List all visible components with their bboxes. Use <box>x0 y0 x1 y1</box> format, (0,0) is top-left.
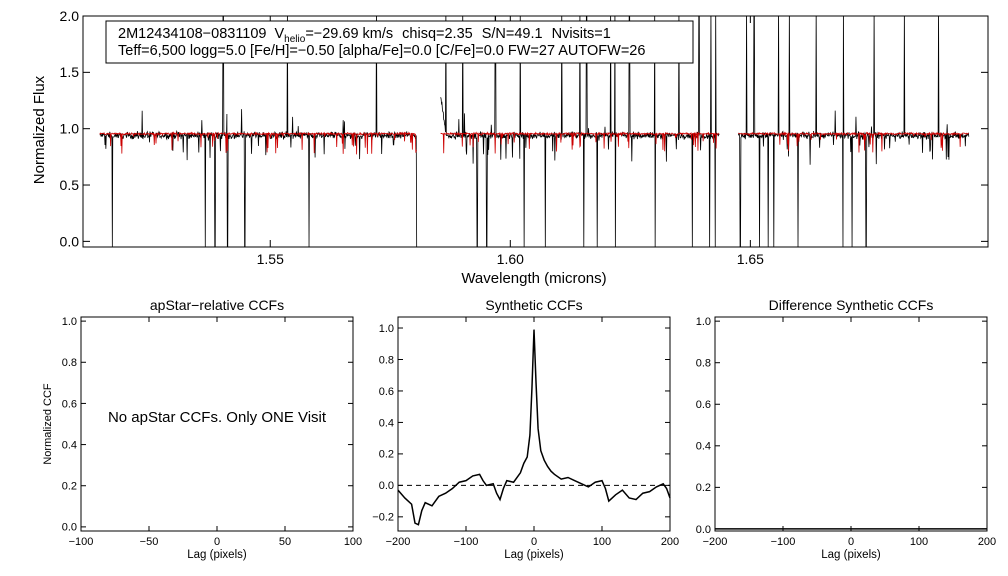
apstar-ccf-title: apStar−relative CCFs <box>150 297 284 313</box>
difference-ccf-y-tick-label: 0.8 <box>696 358 711 370</box>
synthetic-spectrum-line <box>99 131 969 155</box>
difference-ccf-y-tick-label: 0.4 <box>696 441 711 453</box>
apstar-ccf-y-tick-label: 0.2 <box>62 481 77 493</box>
annotation-star-id: 2M12434108−0831109 <box>118 26 267 42</box>
apstar-ccf-panel: −100 −50 0 50 100 0.0 0.2 0.4 0.6 0.8 1.0 apStar−r… <box>42 297 362 561</box>
synthetic-ccf-y-tick-label: −0.2 <box>372 512 394 524</box>
synthetic-ccf-y-tick-label: 0.2 <box>379 449 394 461</box>
apstar-ccf-y-tick-label: 0.8 <box>62 357 77 369</box>
synthetic-ccf-line <box>397 329 671 526</box>
spectrum-y-tick-label: 1.0 <box>60 121 80 137</box>
synthetic-ccf-title: Synthetic CCFs <box>485 297 582 313</box>
spectrum-plot-frame <box>82 15 989 248</box>
apstar-ccf-y-tick-label: 1.0 <box>62 316 77 328</box>
synthetic-ccf-ticks: −200 −100 0 100 200 −0.2 0.0 0.2 0.4 0.6 0.8 1.0 <box>372 317 679 548</box>
difference-ccf-y-tick-label: 0.0 <box>696 524 711 536</box>
apstar-ccf-x-tick-label: 50 <box>279 536 291 548</box>
difference-ccf-x-tick-label: 0 <box>848 536 854 548</box>
apstar-ccf-y-tick-label: 0.0 <box>62 522 77 534</box>
annotation-v-symbol: V <box>275 26 285 42</box>
spectrum-y-tick-label: 2.0 <box>60 8 80 24</box>
synthetic-ccf-series <box>397 329 671 526</box>
difference-ccf-title: Difference Synthetic CCFs <box>769 297 934 313</box>
apstar-ccf-x-axis-label: Lag (pixels) <box>187 549 247 561</box>
synthetic-ccf-panel: −200 −100 0 100 200 −0.2 0.0 0.2 0.4 0.6 0.8 1.0 Sy… <box>372 297 679 561</box>
apstar-ccf-y-tick-label: 0.4 <box>62 439 77 451</box>
spectrum-ticks: 1.55 1.60 1.65 0.0 0.5 1.0 1.5 2.0 <box>60 8 988 267</box>
apstar-ccf-x-tick-label: 100 <box>344 536 362 548</box>
apstar-ccf-y-tick-label: 0.6 <box>62 398 77 410</box>
apstar-ccf-x-tick-label: −100 <box>69 536 94 548</box>
annotation-nvisits: Nvisits=1 <box>552 26 611 42</box>
annotation-snr: S/N=49.1 <box>482 26 543 42</box>
synthetic-ccf-y-tick-label: 1.0 <box>379 323 394 335</box>
difference-ccf-y-tick-label: 0.2 <box>696 482 711 494</box>
apstar-ccf-x-tick-label: 0 <box>214 536 220 548</box>
spectrum-x-tick-label: 1.65 <box>737 251 764 267</box>
spectrum-series <box>99 16 970 247</box>
apstar-ccf-y-axis-label: Normalized CCF <box>42 383 54 465</box>
difference-ccf-y-tick-label: 1.0 <box>696 316 711 328</box>
spectrum-panel: 1.55 1.60 1.65 0.0 0.5 1.0 1.5 2.0 2M12434108−0… <box>31 8 989 287</box>
synthetic-ccf-x-tick-label: 100 <box>593 536 611 548</box>
synthetic-ccf-y-tick-label: 0.4 <box>379 417 394 429</box>
difference-ccf-panel: −200 −100 0 100 200 0.0 0.2 0.4 0.6 0.8 1.0 Differ… <box>696 297 996 561</box>
spectrum-x-tick-label: 1.60 <box>497 251 524 267</box>
synthetic-ccf-x-tick-label: 200 <box>661 536 679 548</box>
apstar-ccf-message: No apStar CCFs. Only ONE Visit <box>108 409 327 426</box>
spectrum-y-tick-label: 0.5 <box>60 177 80 193</box>
difference-ccf-ticks: −200 −100 0 100 200 0.0 0.2 0.4 0.6 0.8 1.0 <box>696 316 996 548</box>
spectrum-y-tick-label: 0.0 <box>60 233 80 249</box>
difference-ccf-x-axis-label: Lag (pixels) <box>821 549 881 561</box>
difference-ccf-x-tick-label: 100 <box>910 536 928 548</box>
synthetic-ccf-y-tick-label: 0.8 <box>379 354 394 366</box>
spectrum-x-axis-label: Wavelength (microns) <box>461 270 606 287</box>
spectrum-annotation-box: 2M12434108−0831109 Vhelio=−29.69 km/s chis… <box>105 20 694 64</box>
difference-ccf-x-tick-label: −100 <box>771 536 796 548</box>
synthetic-ccf-y-tick-label: 0.0 <box>379 480 394 492</box>
spectrum-x-tick-label: 1.55 <box>257 251 284 267</box>
synthetic-ccf-x-tick-label: 0 <box>531 536 537 548</box>
spectrum-y-tick-label: 1.5 <box>60 64 80 80</box>
annotation-chisq: chisq=2.35 <box>402 26 473 42</box>
synthetic-ccf-y-tick-label: 0.6 <box>379 386 394 398</box>
annotation-line2: Teff=6,500 logg=5.0 [Fe/H]=−0.50 [alpha/… <box>118 43 645 59</box>
annotation-line1: 2M12434108−0831109 Vhelio=−29.69 km/s chis… <box>118 26 611 45</box>
synthetic-ccf-x-tick-label: −200 <box>386 536 411 548</box>
synthetic-ccf-x-tick-label: −100 <box>454 536 479 548</box>
apstar-ccf-x-tick-label: −50 <box>140 536 159 548</box>
difference-ccf-y-tick-label: 0.6 <box>696 399 711 411</box>
difference-ccf-x-tick-label: 200 <box>978 536 996 548</box>
annotation-v-subscript: helio <box>284 34 306 45</box>
annotation-v-value: =−29.69 km/s <box>305 26 393 42</box>
apstar-ccf-ticks: −100 −50 0 50 100 0.0 0.2 0.4 0.6 0.8 1.0 <box>62 316 362 548</box>
spectrum-y-axis-label: Normalized Flux <box>31 75 48 184</box>
synthetic-ccf-x-axis-label: Lag (pixels) <box>504 549 564 561</box>
difference-ccf-x-tick-label: −200 <box>703 536 728 548</box>
